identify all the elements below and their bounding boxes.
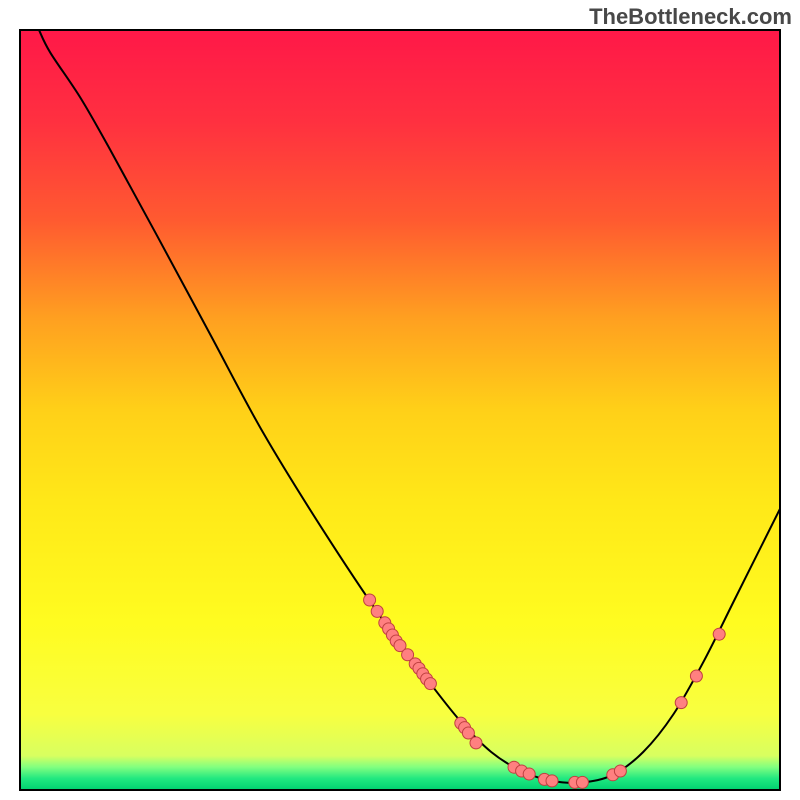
data-marker [546, 775, 558, 787]
bottleneck-curve-chart [0, 0, 800, 800]
data-marker [690, 670, 702, 682]
data-marker [675, 697, 687, 709]
data-marker [576, 776, 588, 788]
data-marker [462, 727, 474, 739]
chart-container: TheBottleneck.com [0, 0, 800, 800]
gradient-background [20, 30, 780, 790]
watermark-text: TheBottleneck.com [589, 4, 792, 30]
data-marker [614, 765, 626, 777]
data-marker [364, 594, 376, 606]
data-marker [523, 768, 535, 780]
data-marker [470, 737, 482, 749]
data-marker [371, 605, 383, 617]
data-marker [424, 678, 436, 690]
data-marker [713, 628, 725, 640]
